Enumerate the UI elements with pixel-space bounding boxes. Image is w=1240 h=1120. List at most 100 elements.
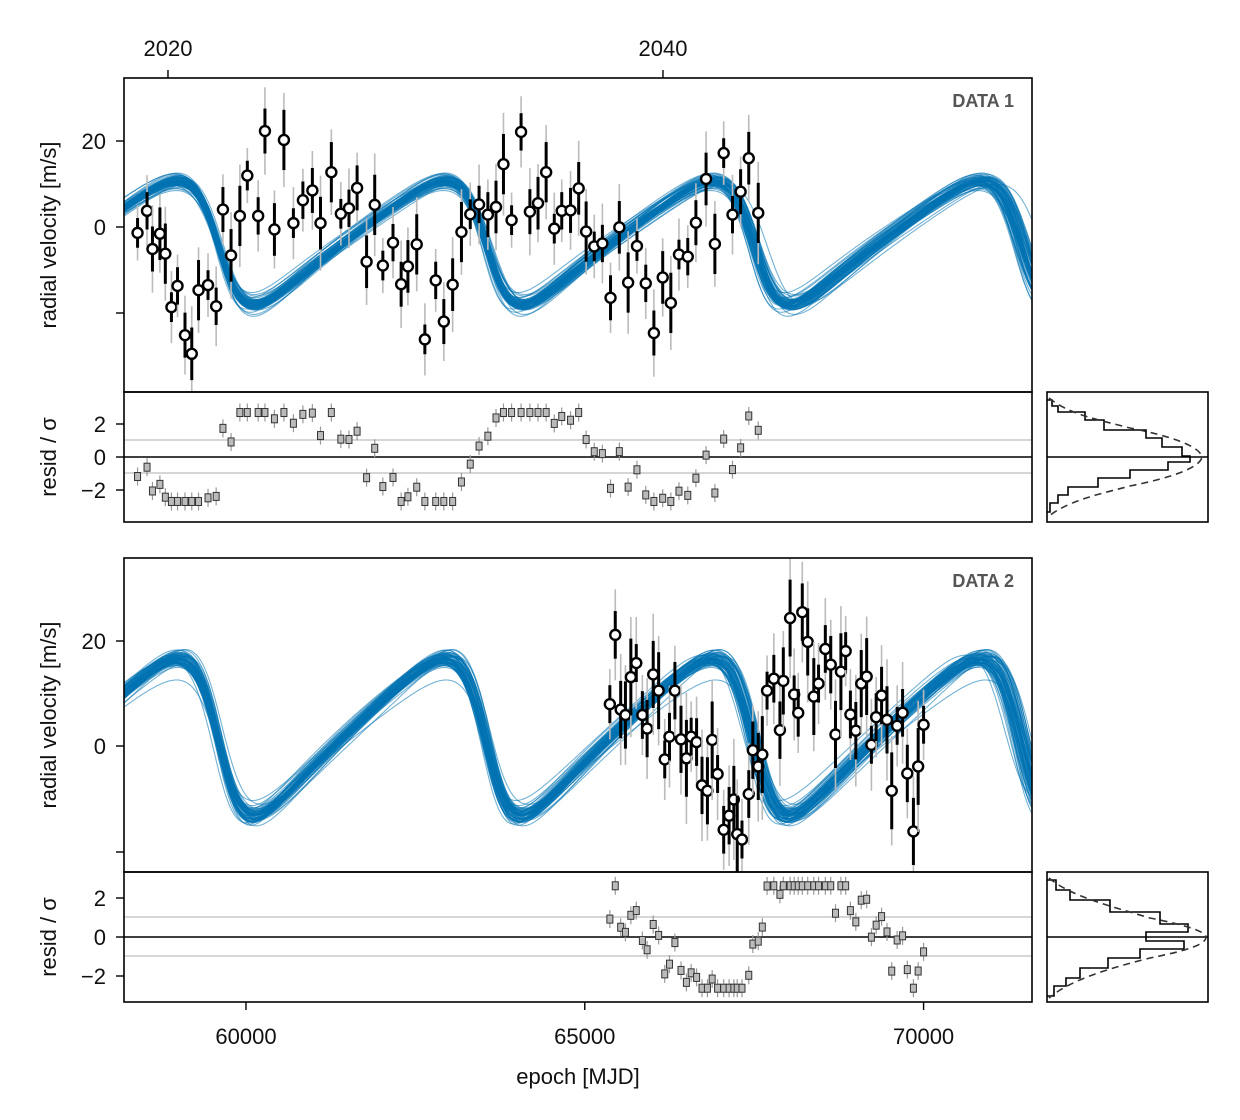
data-point <box>717 823 730 836</box>
data-points <box>603 558 930 872</box>
top-axis: 2020 2040 <box>144 36 687 78</box>
residual-point <box>815 881 823 891</box>
data-point <box>146 242 159 256</box>
residual-point <box>598 449 606 459</box>
residual-point <box>649 919 657 929</box>
residual-point <box>831 908 839 918</box>
data-point <box>505 213 518 227</box>
data-point <box>752 206 765 220</box>
residual-point <box>475 441 483 451</box>
residual-point <box>702 450 710 460</box>
data-point <box>896 706 909 720</box>
data-points <box>131 87 765 392</box>
residual-point <box>920 947 928 957</box>
residual-point <box>633 465 641 475</box>
data-point <box>394 278 408 291</box>
data-point <box>325 165 338 179</box>
residual-panel-data-2: 2 0 −2 resid / σ 60000 65000 70000 epoch… <box>36 871 1033 1089</box>
model-curve <box>124 649 1032 819</box>
data-point <box>735 833 749 846</box>
data-point <box>839 644 852 658</box>
model-curve <box>124 660 1032 824</box>
y-tick-label: 20 <box>82 629 106 654</box>
residual-point <box>677 965 685 975</box>
residual-point <box>174 496 182 506</box>
model-curve <box>124 652 1032 822</box>
data-point <box>296 194 310 207</box>
data-point <box>624 670 638 684</box>
data-point <box>647 668 660 681</box>
data-point <box>334 207 348 220</box>
residual-point <box>643 945 651 955</box>
data-point <box>596 237 609 250</box>
residual-point <box>371 443 379 453</box>
residual-point <box>754 936 762 946</box>
data-point <box>630 656 643 670</box>
data-point <box>880 713 894 727</box>
y-tick-label: 0 <box>94 925 106 950</box>
residual-point <box>148 486 156 496</box>
data-point <box>268 223 281 236</box>
data-point <box>801 635 814 649</box>
data-point <box>446 278 459 291</box>
model-curve <box>124 661 1032 807</box>
residual-point <box>903 965 911 975</box>
residual-point <box>243 408 251 418</box>
data-point <box>690 735 703 749</box>
data-point <box>756 748 769 761</box>
data-point <box>564 204 577 217</box>
residual-point <box>457 477 465 487</box>
residual-point <box>317 431 325 441</box>
data-point <box>829 728 842 741</box>
model-curve <box>124 655 1032 809</box>
residual-point <box>763 881 771 891</box>
residual-point <box>776 889 784 899</box>
data-point <box>901 767 914 780</box>
data-point <box>689 216 703 229</box>
data-point <box>201 278 215 292</box>
data-point <box>621 276 635 289</box>
residual-point <box>558 411 566 421</box>
residual-point <box>720 434 728 444</box>
data-point <box>233 209 247 223</box>
residual-point <box>671 938 679 948</box>
data-point <box>783 611 797 625</box>
residual-point <box>492 413 500 423</box>
residual-point <box>219 423 227 433</box>
data-point <box>497 157 510 171</box>
residual-point <box>270 414 278 424</box>
data-point <box>885 784 898 797</box>
residual-point <box>432 496 440 506</box>
data-point <box>681 250 694 263</box>
residual-point <box>667 496 675 506</box>
data-point <box>917 718 930 731</box>
data-point <box>209 300 223 313</box>
model-curve <box>124 662 1032 823</box>
model-curve <box>124 175 1032 307</box>
residual-point <box>675 486 683 496</box>
residual-point <box>693 972 701 982</box>
model-curve <box>124 663 1032 817</box>
data-point <box>418 333 432 346</box>
residual-point <box>526 408 534 418</box>
residual-point <box>899 931 907 941</box>
data-point <box>241 169 254 182</box>
data-point <box>159 247 172 260</box>
data-point <box>796 605 809 619</box>
data-point <box>572 182 585 195</box>
residual-point <box>534 408 542 418</box>
residual-point <box>466 459 474 469</box>
residual-point <box>143 462 151 472</box>
residual-point <box>661 969 669 979</box>
residual-point <box>363 473 371 483</box>
data-point <box>726 208 739 221</box>
model-curves <box>124 649 1032 827</box>
data-point <box>277 133 291 147</box>
model-curve <box>124 663 1032 825</box>
residual-point <box>909 983 917 993</box>
data-point <box>734 185 747 198</box>
residual-point <box>738 983 746 993</box>
model-curve <box>124 179 1032 302</box>
data-point <box>907 825 920 838</box>
